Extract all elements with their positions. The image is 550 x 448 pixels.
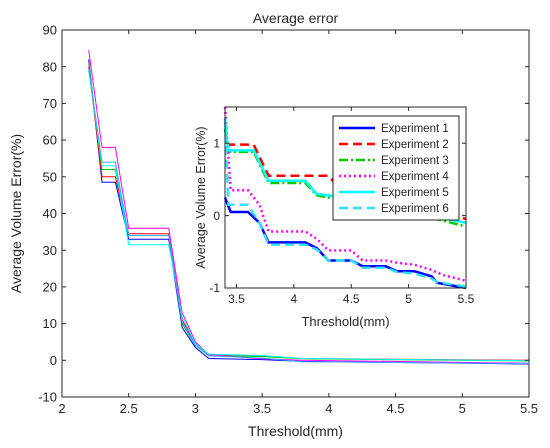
- inset-y-ticks: -1 0 1: [209, 136, 466, 295]
- series-line-6: [223, 117, 467, 288]
- y-tick-label: 0: [213, 209, 220, 223]
- inset-plot: 3.5 4 4.5 5 5.5 -1 0 1 Threshold(mm) Average V…: [194, 95, 478, 329]
- legend-box: [332, 115, 460, 221]
- y-tick-label: 40: [43, 206, 57, 221]
- y-tick-label: -1: [209, 281, 220, 295]
- legend-label-3: Experiment 3: [381, 155, 449, 167]
- series-line-1: [88, 59, 530, 365]
- x-tick-label: 2: [58, 401, 65, 416]
- legend-label-1: Experiment 1: [381, 123, 449, 135]
- chart-title: Average error: [253, 10, 339, 26]
- main-plot: 2 2.5 3 3.5 4 4.5 5 5.5 -100102030405060708090 …: [8, 10, 538, 439]
- y-tick-label: 60: [43, 133, 57, 148]
- x-tick-label: 4: [325, 401, 332, 416]
- legend: Experiment 1 Experiment 2 Experiment 3 Expe…: [332, 115, 460, 221]
- y-tick-label: -10: [38, 390, 57, 405]
- legend-label-2: Experiment 2: [381, 139, 449, 151]
- inset-x-ticks: 3.5 4 4.5 5 5.5: [228, 107, 475, 306]
- legend-label-6: Experiment 6: [381, 203, 449, 215]
- x-tick-label: 4: [291, 292, 298, 306]
- main-x-axis-label: Threshold(mm): [248, 423, 343, 439]
- inset-plot-frame: [224, 106, 467, 289]
- y-tick-label: 70: [43, 96, 57, 111]
- x-tick-label: 5.5: [458, 292, 475, 306]
- y-tick-label: 50: [43, 169, 57, 184]
- x-tick-label: 4.5: [387, 401, 405, 416]
- x-tick-label: 4.5: [343, 292, 360, 306]
- series-line-5: [88, 70, 530, 362]
- x-tick-label: 2.5: [120, 401, 138, 416]
- y-tick-label: 30: [43, 243, 57, 258]
- y-tick-label: 90: [43, 23, 57, 38]
- series-line-6: [88, 68, 530, 365]
- x-tick-label: 5.5: [520, 401, 538, 416]
- x-tick-label: 3: [192, 401, 199, 416]
- inset-x-axis-label: Threshold(mm): [301, 314, 389, 329]
- legend-label-4: Experiment 4: [381, 171, 449, 183]
- x-tick-label: 3.5: [253, 401, 271, 416]
- x-tick-label: 5: [459, 401, 466, 416]
- x-tick-label: 5: [405, 292, 412, 306]
- y-tick-label: 0: [50, 353, 57, 368]
- series-line-4: [223, 106, 467, 283]
- y-tick-label: 1: [213, 136, 220, 150]
- main-y-axis-label: Average Volume Error(%): [8, 134, 24, 293]
- y-tick-label: 10: [43, 316, 57, 331]
- y-tick-label: 20: [43, 279, 57, 294]
- x-tick-label: 3.5: [228, 292, 245, 306]
- inset-y-axis-label: Average Volume Error(%): [194, 126, 208, 268]
- legend-label-5: Experiment 5: [381, 187, 449, 199]
- series-line-3: [88, 62, 530, 362]
- main-x-ticks: 2 2.5 3 3.5 4 4.5 5 5.5: [58, 30, 538, 416]
- main-series-group: [88, 50, 530, 365]
- y-tick-label: 80: [43, 59, 57, 74]
